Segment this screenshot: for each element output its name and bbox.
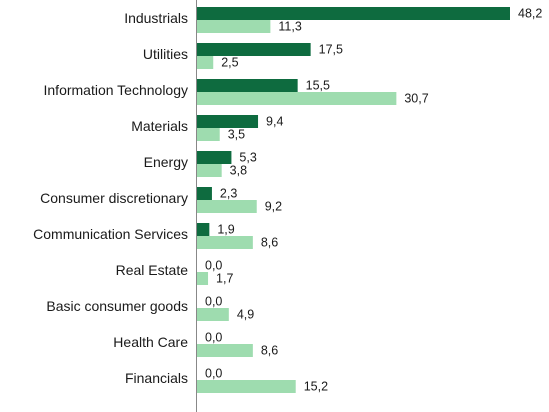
value-label-series2-information-technology: 30,7 — [404, 91, 428, 105]
bar-series2-basic-consumer-goods — [197, 308, 229, 321]
value-label-series1-basic-consumer-goods: 0,0 — [205, 294, 222, 308]
value-label-series1-consumer-discretionary: 2,3 — [220, 186, 237, 200]
value-label-series1-health-care: 0,0 — [205, 330, 222, 344]
category-label-communication-services: Communication Services — [33, 226, 188, 242]
category-label-information-technology: Information Technology — [44, 82, 189, 98]
value-label-series2-health-care: 8,6 — [261, 343, 278, 357]
bar-series2-industrials — [197, 20, 271, 33]
value-label-series2-communication-services: 8,6 — [261, 235, 278, 249]
bars — [197, 7, 510, 393]
bar-series2-consumer-discretionary — [197, 200, 257, 213]
category-label-materials: Materials — [131, 118, 188, 134]
bar-series2-information-technology — [197, 92, 397, 105]
bar-series2-utilities — [197, 56, 214, 69]
value-label-series1-materials: 9,4 — [266, 114, 283, 128]
bar-series2-energy — [197, 164, 222, 177]
category-label-basic-consumer-goods: Basic consumer goods — [46, 298, 188, 314]
value-label-series2-financials: 15,2 — [304, 379, 328, 393]
category-label-utilities: Utilities — [143, 46, 188, 62]
category-label-energy: Energy — [144, 154, 188, 170]
value-label-series2-materials: 3,5 — [228, 127, 245, 141]
value-label-series1-utilities: 17,5 — [319, 42, 343, 56]
value-label-series1-real-estate: 0,0 — [205, 258, 222, 272]
bar-series2-real-estate — [197, 272, 209, 285]
category-label-consumer-discretionary: Consumer discretionary — [40, 190, 188, 206]
value-label-series2-industrials: 11,3 — [278, 19, 301, 33]
bar-series2-health-care — [197, 344, 253, 357]
value-label-series1-financials: 0,0 — [205, 366, 222, 380]
category-label-industrials: Industrials — [124, 10, 188, 26]
bar-series1-industrials — [197, 7, 510, 20]
value-label-series1-industrials: 48,2 — [518, 6, 542, 20]
category-labels: Industrials Utilities Information Technolo… — [33, 10, 188, 386]
bar-series2-financials — [197, 380, 296, 393]
category-label-real-estate: Real Estate — [116, 262, 189, 278]
value-label-series2-consumer-discretionary: 9,2 — [265, 199, 282, 213]
value-label-series2-energy: 3,8 — [230, 163, 247, 177]
bar-series2-materials — [197, 128, 220, 141]
value-label-series1-communication-services: 1,9 — [217, 222, 234, 236]
bar-series1-energy — [197, 151, 232, 164]
value-label-series1-energy: 5,3 — [239, 150, 256, 164]
category-label-health-care: Health Care — [113, 334, 188, 350]
category-label-financials: Financials — [125, 370, 188, 386]
value-label-series2-real-estate: 1,7 — [216, 271, 233, 285]
bar-series1-utilities — [197, 43, 311, 56]
bar-series1-consumer-discretionary — [197, 187, 212, 200]
bar-series2-communication-services — [197, 236, 253, 249]
bar-series1-communication-services — [197, 223, 210, 236]
bar-series1-information-technology — [197, 79, 298, 92]
value-label-series1-information-technology: 15,5 — [306, 78, 330, 92]
bar-series1-materials — [197, 115, 259, 128]
value-label-series2-utilities: 2,5 — [221, 55, 238, 69]
value-label-series2-basic-consumer-goods: 4,9 — [237, 307, 254, 321]
value-labels: 48,2 11,3 17,5 2,5 15,5 30,7 9,4 3,5 5,33,8 2,3 9,… — [205, 6, 542, 393]
